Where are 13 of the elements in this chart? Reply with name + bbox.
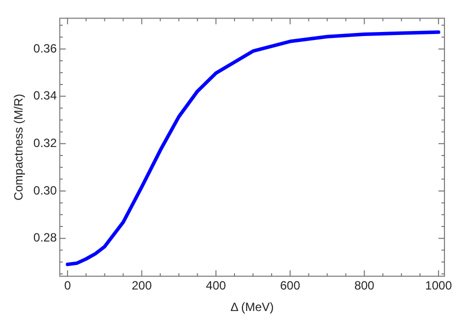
x-tick-label: 400 — [206, 278, 226, 293]
x-tick-label: 1000 — [425, 278, 452, 293]
x-tick-label: 800 — [354, 278, 375, 293]
x-axis-title: Δ (MeV) — [230, 300, 274, 314]
y-tick-label: 0.34 — [33, 88, 58, 103]
y-tick-label: 0.30 — [33, 183, 58, 198]
y-axis-title: Compactness (M/R) — [12, 94, 26, 201]
x-tick-label: 0 — [64, 278, 72, 293]
x-tick-label: 200 — [132, 278, 152, 293]
y-tick-label: 0.36 — [33, 41, 58, 56]
x-tick-label: 600 — [280, 278, 300, 293]
y-tick-label: 0.28 — [33, 230, 58, 245]
y-tick-label: 0.32 — [33, 136, 58, 150]
